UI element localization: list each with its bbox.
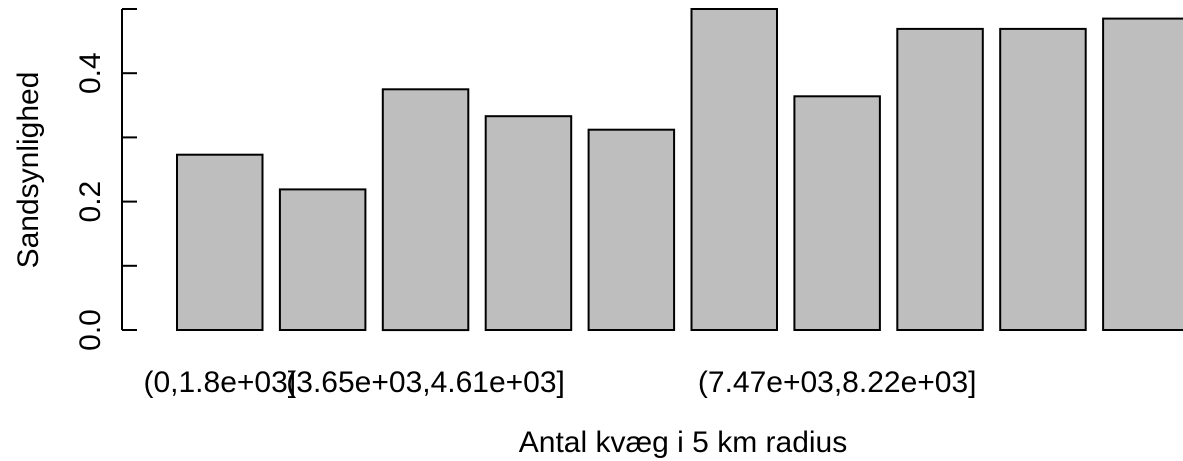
bar-1: [176, 153, 264, 331]
bar-4: [484, 115, 573, 331]
bar-9: [999, 27, 1087, 332]
y-tick-label-4: 0.4: [74, 52, 107, 94]
y-axis: 0.0 0.2 0.4: [74, 8, 137, 351]
y-axis-label: Sandsynlighed: [12, 72, 45, 269]
bars-group: [176, 8, 1183, 332]
x-tick-label-3: (3.65e+03,4.61e+03]: [286, 366, 565, 399]
x-axis-tick-labels: (0,1.8e+03](3.65e+03,4.61e+03] (7.47e+03,…: [143, 366, 976, 399]
y-tick-label-2: 0.2: [74, 181, 107, 223]
bar-7: [793, 95, 881, 331]
x-tick-label-1: (0,1.8e+03]: [143, 366, 296, 399]
x-tick-label-7: (7.47e+03,8.22e+03]: [698, 366, 977, 399]
x-axis-label: Antal kvæg i 5 km radius: [519, 426, 847, 459]
bar-8: [896, 27, 984, 332]
bar-6: [690, 8, 778, 331]
bar-5: [587, 128, 676, 331]
y-tick-label-0: 0.0: [74, 309, 107, 351]
bar-2: [278, 188, 367, 331]
bar-10: [1102, 17, 1183, 331]
bar-3: [381, 88, 470, 332]
